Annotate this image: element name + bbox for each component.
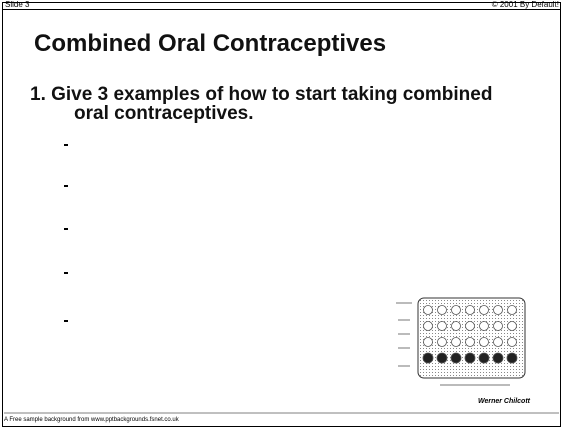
pill — [480, 322, 489, 331]
pill — [494, 338, 503, 347]
pill — [438, 306, 447, 315]
pill — [507, 353, 517, 363]
pill — [452, 338, 461, 347]
pill — [438, 338, 447, 347]
pill — [508, 306, 517, 315]
pill — [480, 338, 489, 347]
pill — [451, 353, 461, 363]
image-credit: Werner Chilcott — [478, 398, 530, 405]
pill — [493, 353, 503, 363]
decorations — [0, 0, 563, 429]
pill — [424, 338, 433, 347]
pill — [466, 306, 475, 315]
pill — [424, 306, 433, 315]
pill — [480, 306, 489, 315]
footer: A Free sample background from www.pptbac… — [4, 416, 179, 424]
pill — [508, 322, 517, 331]
slide-page: Slide 3 © 2001 By Default! Combined Oral… — [0, 0, 563, 429]
pill — [466, 322, 475, 331]
pill — [423, 353, 433, 363]
pill — [494, 322, 503, 331]
pill — [494, 306, 503, 315]
pill — [424, 322, 433, 331]
pill — [479, 353, 489, 363]
pill — [452, 306, 461, 315]
pill — [452, 322, 461, 331]
pill — [466, 338, 475, 347]
pill — [465, 353, 475, 363]
pill — [438, 322, 447, 331]
pill-pack-image — [396, 298, 525, 385]
pill — [508, 338, 517, 347]
pill — [437, 353, 447, 363]
answer-dashes — [64, 145, 68, 321]
